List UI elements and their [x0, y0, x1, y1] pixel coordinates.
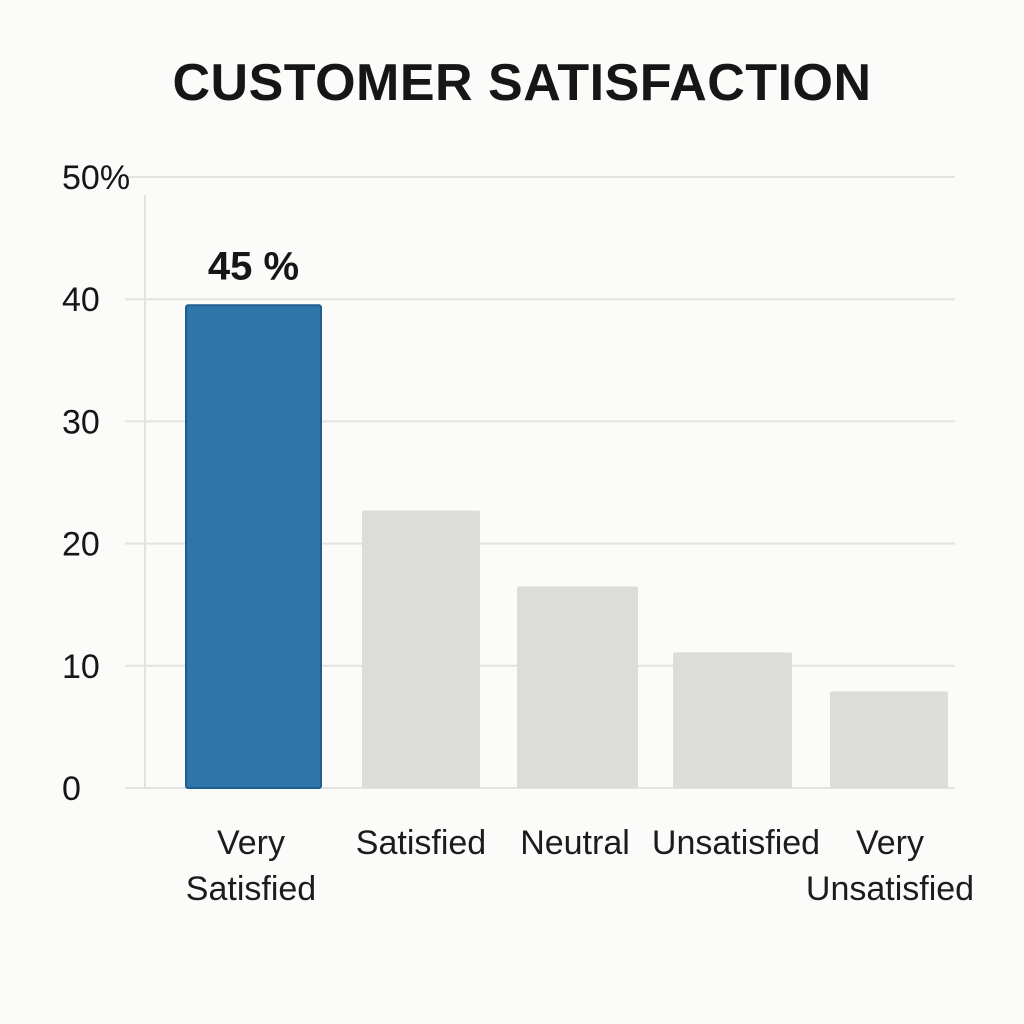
data-labels: 45 % [208, 244, 299, 288]
category-label: Neutral [520, 824, 630, 862]
y-tick-label: 30 [62, 403, 100, 441]
category-labels: Very Satisfied Satisfied Neutral Unsatisfied… [186, 824, 974, 908]
y-tick-label: 20 [62, 526, 100, 564]
y-tick-label: 50% [62, 159, 130, 197]
category-label: Satisfied [186, 870, 316, 908]
data-label: 45 % [208, 244, 299, 288]
y-tick-label: 0 [62, 770, 81, 808]
category-label: Very [856, 824, 924, 862]
bar [830, 691, 948, 788]
bars [185, 304, 948, 789]
y-axis-ticks: 0 10 20 30 40 50% [62, 159, 130, 808]
y-tick-label: 10 [62, 648, 100, 686]
chart-title: CUSTOMER SATISFACTION [172, 54, 871, 112]
bar [362, 510, 480, 788]
category-label: Unsatisfied [806, 870, 974, 908]
category-label: Unsatisfied [652, 824, 820, 862]
y-tick-label: 40 [62, 281, 100, 319]
bar [185, 304, 322, 789]
bar [517, 586, 638, 788]
category-label: Very [217, 824, 285, 862]
category-label: Satisfied [356, 824, 486, 862]
bar [673, 652, 792, 788]
